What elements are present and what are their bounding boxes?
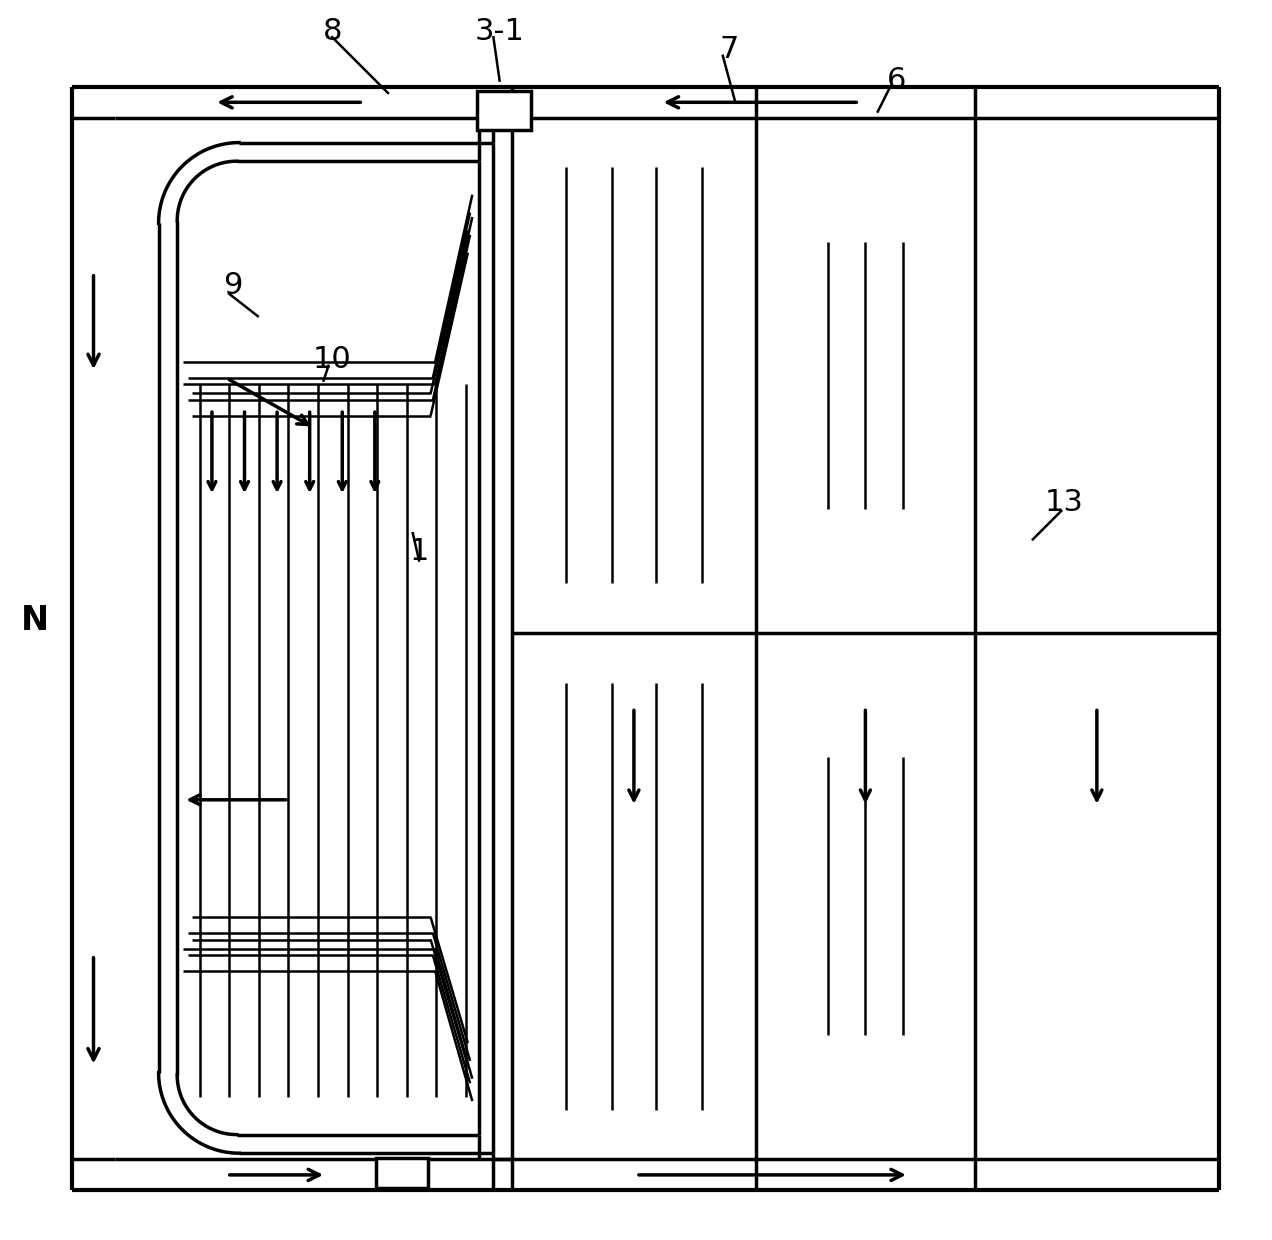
Text: 8: 8 <box>322 16 342 46</box>
Bar <box>375 1158 427 1188</box>
Text: 10: 10 <box>313 345 351 374</box>
Bar <box>477 91 530 130</box>
Text: 1: 1 <box>410 537 429 567</box>
Text: 9: 9 <box>224 270 243 300</box>
Text: 3-1: 3-1 <box>474 16 524 46</box>
Text: 6: 6 <box>887 66 906 95</box>
Text: 7: 7 <box>719 35 739 64</box>
Text: 13: 13 <box>1044 487 1084 517</box>
Text: N: N <box>20 604 48 636</box>
